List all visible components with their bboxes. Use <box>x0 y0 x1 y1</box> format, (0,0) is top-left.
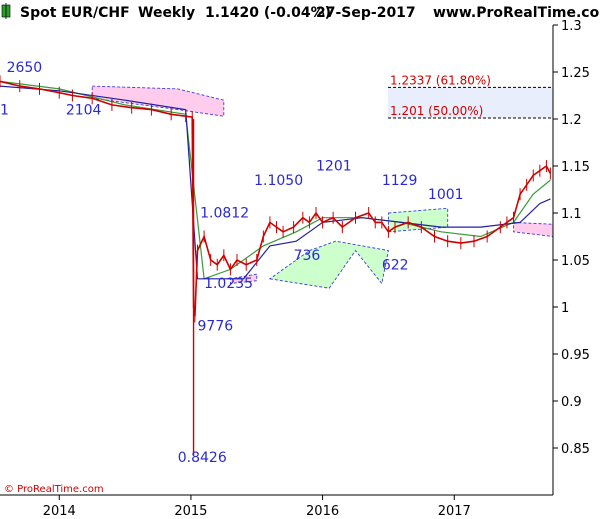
x-tick-label: 2017 <box>438 504 471 519</box>
y-tick-label: 0.85 <box>561 442 590 457</box>
y-tick-label: 0.9 <box>561 395 582 410</box>
site-label: www.ProRealTime.com <box>433 5 600 21</box>
y-tick-label: 1 <box>561 301 569 316</box>
annotation-label: 1.0812 <box>200 206 249 222</box>
annotation-label: 736 <box>294 248 321 264</box>
x-tick-label: 2014 <box>43 504 76 519</box>
annotation-label: 1201 <box>316 159 352 175</box>
instrument-label: Spot EUR/CHF <box>20 5 130 21</box>
annotation-label: 9776 <box>198 319 234 335</box>
price-candles <box>0 75 552 455</box>
annotation-label: 2104 <box>66 102 102 118</box>
fib-band <box>388 87 553 119</box>
ichimoku-cloud <box>91 85 554 289</box>
x-axis-ticks: 2014 2015 2016 2017 <box>43 495 471 519</box>
chart-header: Spot EUR/CHF Weekly 1.1420 (-0.04%) 27-S… <box>1 3 600 21</box>
annotation-label: 2650 <box>7 60 43 76</box>
annotations: 2650 1 2104 1.0812 1.1050 1201 1129 1001 736 622 1… <box>0 60 464 466</box>
fib-label-0: 1.2337 (61.80%) <box>390 73 491 87</box>
y-tick-label: 1.3 <box>561 19 582 34</box>
y-tick-label: 0.95 <box>561 348 590 363</box>
y-tick-label: 1.2 <box>561 113 582 128</box>
quote-label: 1.1420 (-0.04%) <box>205 5 331 21</box>
annotation-label: 0.8426 <box>178 450 227 466</box>
cloud-bull-2016 <box>268 240 389 289</box>
y-tick-label: 1.1 <box>561 207 582 222</box>
price-line <box>0 80 552 317</box>
date-label: 27-Sep-2017 <box>316 5 416 21</box>
x-tick-label: 2015 <box>174 504 207 519</box>
interval-label: Weekly <box>138 5 195 21</box>
y-axis-ticks: 1.3 1.25 1.2 1.15 1.1 1.05 1 0.95 0.9 0.85 <box>553 19 590 457</box>
annotation-label: 1.0235 <box>204 276 253 292</box>
fib-label-1: 1.201 (50.00%) <box>390 104 483 118</box>
y-tick-label: 1.05 <box>561 254 590 269</box>
fibonacci-levels: 1.2337 (61.80%) 1.201 (50.00%) <box>388 73 553 119</box>
annotation-label: 622 <box>382 257 409 273</box>
annotation-label: 1129 <box>382 173 418 189</box>
annotation-label: 1.1050 <box>254 173 303 189</box>
y-tick-label: 1.25 <box>561 66 590 81</box>
annotation-label: 1001 <box>428 187 464 203</box>
y-tick-label: 1.15 <box>561 160 590 175</box>
annotation-label: 1 <box>0 102 9 118</box>
copyright-label: © ProRealTime.com <box>4 484 104 495</box>
x-tick-label: 2016 <box>306 504 339 519</box>
